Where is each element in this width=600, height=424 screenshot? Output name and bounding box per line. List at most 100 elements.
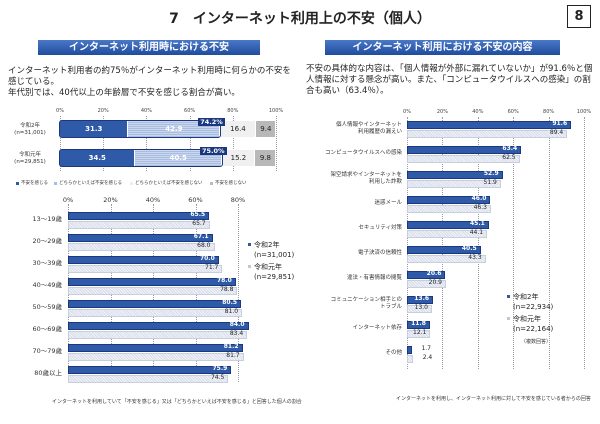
x-tick-label: 100% (576, 109, 592, 115)
category-label: 迷惑メール (374, 200, 402, 206)
total-outline (59, 149, 223, 167)
data-label: 71.7 (205, 264, 219, 271)
data-label: 2.4 (422, 354, 433, 361)
category-label: コンピュータウイルスへの感染 (324, 150, 402, 156)
data-label: 31.3 (85, 125, 103, 133)
bar (68, 344, 243, 352)
bar-segment (222, 150, 255, 166)
data-label: 81.2 (223, 343, 239, 350)
bar (407, 305, 432, 313)
data-label: 9.8 (259, 154, 271, 162)
bar (407, 280, 446, 288)
bar (407, 196, 491, 204)
right-header: インターネット利用における不安の内容 (325, 40, 560, 55)
bar (68, 221, 210, 229)
gridline (103, 116, 105, 171)
bar (407, 130, 568, 138)
category-label: 違法・有害情報の閲覧 (346, 275, 402, 281)
bar-segment (60, 150, 135, 166)
x-tick-label: 0% (62, 196, 74, 204)
gridline (513, 117, 515, 369)
bar (407, 121, 572, 129)
bar-segment (60, 121, 128, 137)
category-label: 60～69歳 (32, 325, 62, 333)
data-label: 12.1 (413, 329, 427, 336)
data-label: 40.5 (461, 245, 477, 252)
bar (407, 321, 430, 329)
x-tick-label: 80% (543, 109, 555, 115)
legend-label: どちらかといえば不安を感じない (135, 181, 203, 186)
data-label: 65.5 (190, 211, 206, 218)
bar (68, 278, 236, 286)
data-label: 84.0 (229, 321, 245, 328)
data-label: 80.5 (222, 299, 238, 306)
left-header: インターネット利用時における不安 (38, 40, 260, 55)
bar (68, 212, 210, 220)
data-label: 65.7 (192, 220, 206, 227)
data-label: 81.0 (224, 308, 239, 315)
category-label: 30～39歳 (32, 259, 62, 267)
gridline (146, 116, 148, 171)
data-label: 81.7 (226, 352, 240, 359)
data-label: 46.0 (471, 195, 487, 202)
bar (68, 256, 219, 264)
gridline (60, 116, 61, 171)
data-label: 20.9 (428, 279, 442, 286)
bar (68, 322, 249, 330)
bar (407, 205, 491, 213)
bar (407, 355, 414, 363)
total-label: 74.2% (198, 118, 225, 126)
legend-label: どちらかといえば不安を感じる (59, 181, 122, 186)
category-label: 令和元年 (n=29,851) (14, 152, 46, 165)
x-tick-label: 60% (507, 109, 519, 115)
category-label: 架空請求やインターネットを 利用した詐欺 (330, 172, 402, 185)
data-label: 68.0 (197, 242, 211, 249)
x-tick-label: 40% (140, 108, 152, 114)
bar (407, 180, 501, 188)
data-label: 89.4 (549, 129, 564, 136)
x-tick-label: 0% (56, 108, 64, 114)
category-label: 70～79歳 (32, 347, 62, 355)
data-label: 63.4 (502, 145, 518, 152)
bar (68, 375, 229, 383)
right-footnote: インターネットを利用し、インターネット利用に対して不安を感じている者からの回答 (396, 396, 591, 402)
bar (68, 234, 213, 242)
category-label: インターネット依存 (352, 325, 402, 331)
bar-segment (127, 121, 221, 137)
x-tick-label: 20% (436, 109, 448, 115)
category-label: セキュリティ対策 (358, 225, 402, 231)
data-label: 67.1 (193, 233, 209, 240)
gridline (548, 117, 550, 369)
x-tick-label: 60% (188, 196, 203, 204)
bar (407, 296, 434, 304)
data-label: 78.8 (220, 286, 234, 293)
data-label: 45.1 (470, 220, 485, 227)
data-label: 83.4 (229, 330, 244, 337)
x-tick-label: 80% (227, 108, 239, 114)
bar (407, 246, 481, 254)
legend-label: 不安を感じる (21, 181, 48, 186)
x-tick-label: 0% (403, 109, 411, 115)
x-tick-label: 100% (268, 108, 284, 114)
bar-segment (255, 121, 276, 137)
bar (407, 146, 522, 154)
bar (68, 300, 242, 308)
bar (407, 330, 431, 338)
data-label: 15.2 (230, 154, 247, 162)
data-label: 75.9 (212, 365, 228, 372)
data-label: 46.3 (473, 204, 487, 211)
gridline (276, 116, 277, 171)
data-label: 78.0 (216, 277, 232, 284)
data-label: 40.5 (169, 154, 187, 162)
category-label: 令和2年 (n=31,001) (14, 123, 46, 136)
data-label: 9.4 (260, 125, 272, 133)
bar (407, 271, 446, 279)
x-tick-label: 80% (230, 196, 246, 204)
legend-label: 令和2年 (n=22,934) (513, 293, 554, 311)
category-label: 20～29歳 (32, 237, 62, 245)
x-tick-label: 40% (145, 196, 161, 204)
bar (68, 353, 244, 361)
category-label: 13～19歳 (32, 215, 62, 223)
gridline (477, 117, 479, 369)
legend-swatch (16, 182, 19, 185)
